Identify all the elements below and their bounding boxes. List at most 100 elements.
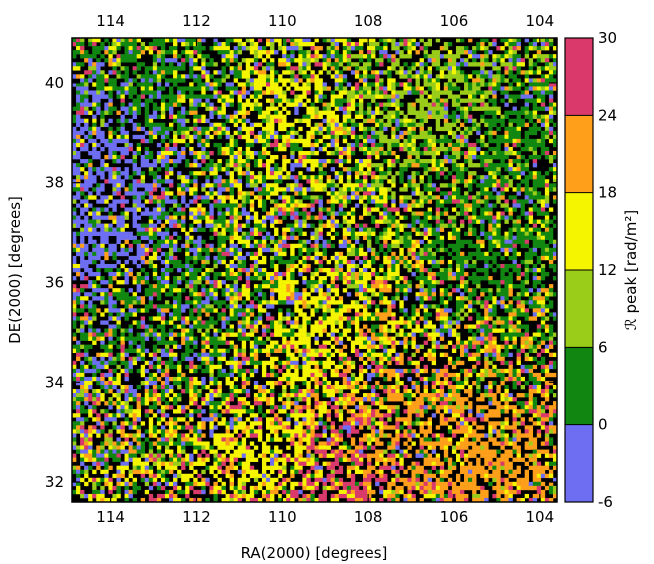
heatmap-cell [536, 78, 542, 83]
heatmap-cell [104, 215, 109, 220]
heatmap-cell [253, 183, 259, 188]
heatmap-cell [144, 251, 150, 257]
heatmap-cell [152, 62, 158, 67]
heatmap-cell [346, 94, 352, 99]
heatmap-cell [488, 78, 493, 83]
heatmap-cell [128, 255, 133, 261]
heatmap-cell [84, 183, 89, 188]
heatmap-cell [80, 251, 85, 257]
heatmap-cell [177, 114, 182, 119]
heatmap-cell [217, 231, 222, 236]
heatmap-cell [241, 102, 247, 107]
heatmap-cell [257, 94, 263, 99]
heatmap-cell [253, 46, 259, 51]
heatmap-cell [164, 191, 170, 196]
heatmap-cell [314, 150, 319, 156]
heatmap-cell [371, 118, 376, 124]
heatmap-cell [508, 215, 513, 220]
heatmap-cell [383, 70, 388, 75]
heatmap-cell [516, 82, 521, 87]
heatmap-cell [278, 74, 283, 79]
heatmap-cell [278, 78, 283, 83]
heatmap-cell [261, 118, 267, 124]
heatmap-cell [496, 142, 501, 148]
heatmap-cell [407, 235, 412, 241]
heatmap-cell [160, 122, 166, 128]
heatmap-cell [524, 38, 530, 43]
heatmap-cell [120, 183, 125, 188]
heatmap-cell [302, 276, 307, 281]
heatmap-cell [512, 110, 517, 115]
heatmap-cell [371, 259, 376, 265]
heatmap-cell [419, 58, 424, 63]
heatmap-cell [544, 86, 550, 91]
heatmap-cell [136, 74, 142, 79]
heatmap-cell [181, 98, 186, 103]
heatmap-cell [169, 106, 174, 111]
heatmap-cell [350, 102, 356, 107]
heatmap-cell [488, 146, 493, 152]
heatmap-cell [245, 167, 251, 172]
heatmap-cell [318, 203, 323, 208]
heatmap-cell [310, 110, 315, 115]
heatmap-cell [363, 54, 368, 59]
heatmap-cell [431, 243, 437, 249]
heatmap-cell [205, 211, 210, 216]
heatmap-cell [84, 146, 89, 152]
heatmap-cell [391, 82, 396, 87]
heatmap-cell [484, 191, 489, 196]
heatmap-cell [334, 46, 340, 51]
heatmap-cell [504, 110, 509, 115]
heatmap-cell [298, 138, 303, 144]
heatmap-cell [302, 280, 307, 285]
heatmap-cell [358, 251, 364, 257]
heatmap-cell [120, 98, 125, 103]
heatmap-cell [322, 102, 327, 107]
heatmap-cell [419, 239, 424, 245]
heatmap-cell [447, 219, 453, 224]
heatmap-cell [334, 102, 340, 107]
heatmap-cell [367, 263, 372, 269]
heatmap-cell [508, 126, 513, 132]
heatmap-cell [516, 134, 521, 140]
heatmap-cell [540, 42, 546, 47]
heatmap-cell [266, 215, 271, 220]
heatmap-cell [302, 191, 307, 196]
heatmap-cell [185, 243, 190, 249]
heatmap-cell [540, 130, 546, 136]
heatmap-cell [92, 215, 97, 220]
heatmap-cell [140, 280, 146, 285]
heatmap-cell [136, 215, 142, 220]
heatmap-cell [282, 138, 287, 144]
heatmap-cell [395, 243, 400, 249]
heatmap-cell [290, 146, 295, 152]
heatmap-cell [548, 86, 554, 91]
heatmap-cell [508, 211, 513, 216]
heatmap-cell [197, 255, 202, 261]
heatmap-cell [185, 74, 190, 79]
heatmap-cell [330, 126, 336, 132]
rm-peak-map-plot-area [72, 38, 558, 503]
heatmap-cell [516, 239, 521, 245]
heatmap-cell [257, 239, 263, 245]
heatmap-cell [136, 179, 142, 184]
heatmap-cell [504, 155, 509, 160]
heatmap-cell [245, 90, 251, 95]
heatmap-cell [124, 142, 129, 148]
heatmap-cell [205, 195, 210, 200]
heatmap-cell [84, 86, 89, 91]
heatmap-cell [225, 203, 230, 208]
heatmap-cell [100, 46, 105, 51]
heatmap-cell [334, 38, 340, 43]
heatmap-cell [84, 171, 89, 176]
heatmap-cell [411, 38, 416, 43]
heatmap-cell [88, 203, 93, 208]
heatmap-cell [512, 74, 517, 79]
heatmap-cell [516, 231, 521, 236]
heatmap-cell [468, 276, 473, 281]
heatmap-cell [286, 98, 291, 103]
heatmap-cell [451, 175, 457, 180]
heatmap-cell [164, 199, 170, 204]
heatmap-cell [484, 255, 489, 261]
heatmap-cell [367, 74, 372, 79]
